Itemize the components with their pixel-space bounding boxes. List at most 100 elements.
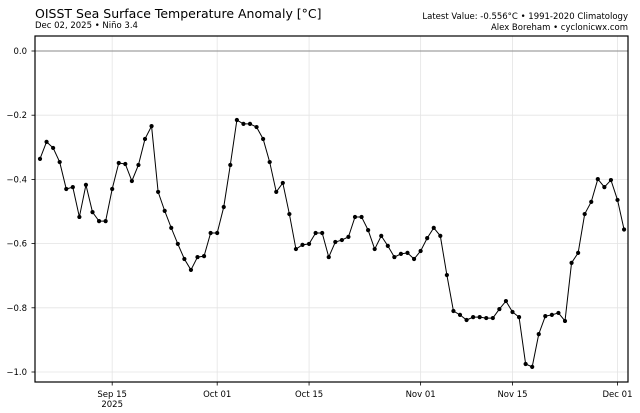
data-point [602,185,607,190]
data-point [64,186,69,192]
plot-frame [34,35,629,383]
data-point [385,243,390,248]
data-point [313,230,318,236]
data-point [379,233,384,238]
data-point [90,210,95,215]
data-point [484,315,489,321]
data-point [516,315,522,320]
data-point [326,254,331,260]
data-point [162,208,167,213]
data-point [352,214,358,220]
data-point [562,318,568,324]
data-point [536,332,541,337]
y-tick-label: −0.8 [6,304,27,314]
data-point [543,314,548,319]
data-point [57,159,62,165]
data-point [418,248,423,254]
data-point [306,241,312,247]
data-point [142,136,148,142]
data-point [215,230,220,236]
data-point [182,256,187,262]
data-point [464,317,469,323]
latest-value-label: Latest Value: -0.556°C • 1991-2020 Clima… [422,12,628,22]
data-point [123,161,128,167]
data-point [608,177,614,183]
y-tick-label: −0.4 [6,175,27,185]
x-tick-year-label: 2025 [101,400,123,410]
data-point [549,312,554,317]
data-point [37,156,43,161]
y-tick-label: −0.2 [6,111,27,121]
data-point [339,237,344,243]
data-point [83,182,89,187]
x-tick-label: Oct 15 [295,390,323,400]
data-point [149,124,154,129]
data-point [589,199,594,204]
chart-title: OISST Sea Surface Temperature Anomaly [°… [35,6,322,21]
data-point [51,145,56,151]
x-tick-label: Oct 01 [203,390,231,400]
data-point [116,160,121,166]
data-point [274,189,279,195]
data-point [70,185,75,190]
data-point [477,315,482,320]
data-point [431,225,436,230]
data-point [201,254,207,259]
y-tick-label: −1.0 [6,368,27,378]
data-point [582,211,587,217]
data-point [405,250,410,256]
data-point [129,178,134,184]
data-point [503,298,509,304]
data-point [556,310,561,316]
y-axis: 0.0 −0.2 −0.4 −0.6 −0.8 −1.0 [6,47,35,378]
x-tick-label: Nov 01 [406,390,436,400]
chart-subtitle: Dec 02, 2025 • Niño 3.4 [35,21,138,31]
data-point [234,117,239,123]
data-point [110,186,115,192]
data-point [241,121,246,126]
data-point [595,176,600,182]
data-point [293,246,299,252]
data-point [411,256,417,262]
credit-label: Alex Boreham • cyclonicwx.com [490,23,628,33]
data-point [169,225,174,230]
data-point [576,250,581,256]
data-point [156,189,161,195]
data-point [359,214,364,220]
data-point [300,242,305,247]
data-point [333,239,338,245]
data-point [523,361,528,367]
x-tick-label: Nov 15 [497,390,527,400]
data-point [77,214,82,220]
data-point [96,219,102,224]
y-tick-label: −0.6 [6,240,27,250]
data-point [254,124,259,130]
data-point [490,315,495,321]
data-point [188,267,194,273]
grid-lines [35,36,628,382]
x-tick-label: Dec 01 [603,390,633,400]
data-point [510,309,515,315]
data-point [569,260,574,265]
data-point [247,121,253,126]
data-point [261,136,266,142]
data-point [457,312,463,317]
data-point [320,230,325,236]
data-point [136,162,141,168]
data-point [615,197,620,203]
data-point [103,219,108,224]
data-point [175,241,180,247]
data-point [425,236,430,241]
data-point [208,230,213,236]
data-point [280,180,285,186]
data-point [451,308,456,314]
data-point [438,233,443,238]
y-tick-label: 0.0 [13,47,27,57]
data-point [44,139,49,144]
data-point [444,272,449,278]
data-point [392,254,397,260]
data-point [366,228,371,233]
data-point [221,204,226,210]
data-point [621,227,627,232]
